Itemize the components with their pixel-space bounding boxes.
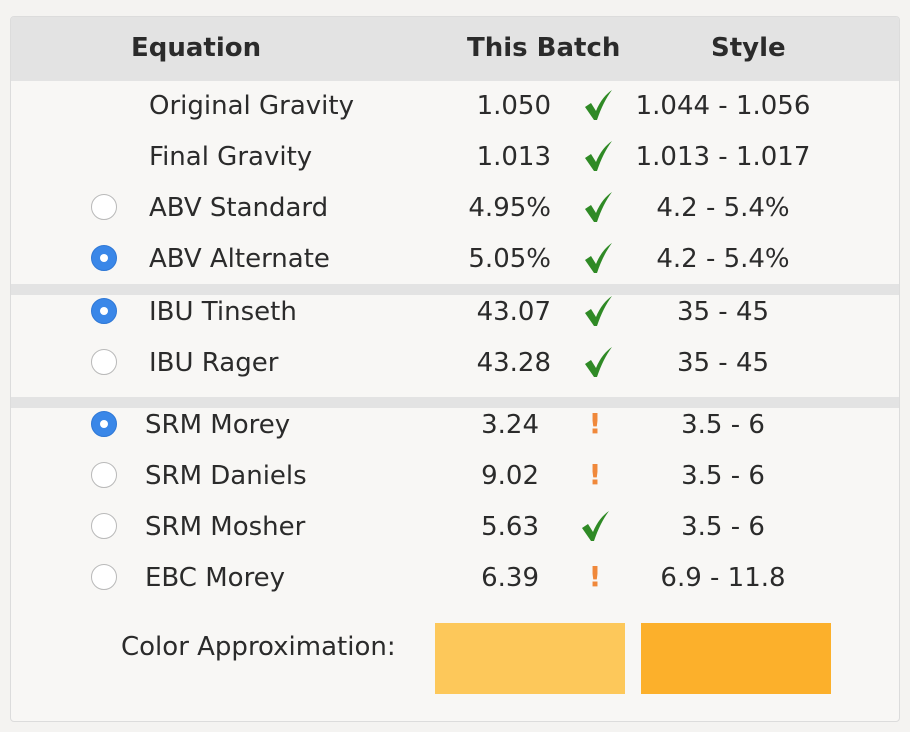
warning-icon: ! — [588, 458, 602, 491]
stat-row: ABV Standard 4.95% 4.2 - 5.4% — [11, 183, 899, 234]
equation-name: ABV Standard — [149, 193, 329, 223]
checkmark-icon — [579, 508, 611, 544]
stat-row: SRM Mosher 5.63 3.5 - 6 — [11, 502, 899, 553]
section-divider — [11, 397, 899, 408]
checkmark-icon — [582, 189, 614, 225]
batch-value: 6.39 — [481, 563, 539, 593]
checkmark-icon — [582, 293, 614, 329]
warning-icon: ! — [588, 560, 602, 593]
batch-color-swatch — [435, 623, 625, 694]
color-approximation-label: Color Approximation: — [121, 632, 396, 662]
style-range: 6.9 - 11.8 — [660, 563, 786, 593]
equation-radio[interactable] — [91, 194, 117, 220]
equation-name: Original Gravity — [149, 91, 354, 121]
checkmark-icon — [582, 138, 614, 174]
stat-row: IBU Tinseth 43.07 35 - 45 — [11, 287, 899, 338]
stat-row: Final Gravity 1.013 1.013 - 1.017 — [11, 132, 899, 183]
batch-value: 43.28 — [476, 348, 551, 378]
equation-radio[interactable] — [91, 564, 117, 590]
stat-row: SRM Daniels 9.02! 3.5 - 6 — [11, 451, 899, 502]
style-range: 4.2 - 5.4% — [656, 244, 790, 274]
table-header: Equation This Batch Style — [11, 17, 899, 81]
equation-radio[interactable] — [91, 462, 117, 488]
header-style: Style — [711, 33, 786, 63]
batch-value: 5.63 — [481, 512, 539, 542]
checkmark-icon — [582, 87, 614, 123]
equation-name: EBC Morey — [145, 563, 286, 593]
batch-value: 1.013 — [476, 142, 551, 172]
style-range: 1.013 - 1.017 — [635, 142, 811, 172]
batch-value: 43.07 — [476, 297, 551, 327]
style-range: 35 - 45 — [676, 348, 770, 378]
equation-name: IBU Rager — [149, 348, 279, 378]
section-divider — [11, 284, 899, 295]
style-range: 3.5 - 6 — [681, 461, 765, 491]
style-range: 1.044 - 1.056 — [635, 91, 811, 121]
style-range: 35 - 45 — [676, 297, 770, 327]
equation-name: Final Gravity — [149, 142, 313, 172]
equation-radio[interactable] — [91, 245, 117, 271]
header-equation: Equation — [131, 33, 262, 63]
equation-name: SRM Morey — [145, 410, 291, 440]
style-range: 3.5 - 6 — [681, 410, 765, 440]
checkmark-icon — [582, 344, 614, 380]
stat-row: EBC Morey 6.39! 6.9 - 11.8 — [11, 553, 899, 604]
stat-row: IBU Rager 43.28 35 - 45 — [11, 338, 899, 389]
style-range: 4.2 - 5.4% — [656, 193, 790, 223]
equation-radio[interactable] — [91, 513, 117, 539]
equation-name: SRM Mosher — [145, 512, 306, 542]
checkmark-icon — [582, 240, 614, 276]
header-this-batch: This Batch — [467, 33, 621, 63]
equation-radio[interactable] — [91, 349, 117, 375]
style-color-swatch — [641, 623, 831, 694]
equation-name: ABV Alternate — [149, 244, 330, 274]
equation-radio[interactable] — [91, 298, 117, 324]
style-range: 3.5 - 6 — [681, 512, 765, 542]
equation-name: IBU Tinseth — [149, 297, 297, 327]
warning-icon: ! — [588, 407, 602, 440]
batch-value: 5.05% — [468, 244, 551, 274]
batch-value: 3.24 — [481, 410, 539, 440]
stat-row: ABV Alternate 5.05% 4.2 - 5.4% — [11, 234, 899, 285]
stat-row: Original Gravity 1.050 1.044 - 1.056 — [11, 81, 899, 132]
batch-value: 1.050 — [476, 91, 551, 121]
batch-value: 4.95% — [468, 193, 551, 223]
batch-value: 9.02 — [481, 461, 539, 491]
stats-panel: Equation This Batch Style Original Gravi… — [10, 16, 900, 722]
stat-row: SRM Morey 3.24! 3.5 - 6 — [11, 400, 899, 451]
equation-radio[interactable] — [91, 411, 117, 437]
equation-name: SRM Daniels — [145, 461, 307, 491]
